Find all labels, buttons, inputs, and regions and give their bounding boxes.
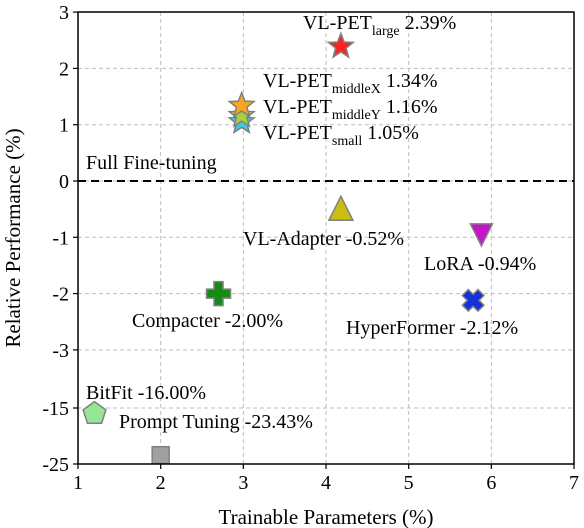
point-labels: VL-PETlarge 2.39%VL-PETmiddleX 1.34%VL-P… — [86, 12, 536, 433]
prompt-tuning-marker — [151, 445, 170, 465]
y-tick-label: 1 — [59, 115, 69, 137]
x-tick-label: 3 — [238, 472, 248, 494]
vl-pet-small-label: VL-PETsmall 1.05% — [263, 122, 419, 149]
full-fine-tuning-label: Full Fine-tuning — [86, 152, 217, 174]
y-axis-title: Relative Performance (%) — [1, 128, 25, 347]
x-tick-label: 2 — [156, 472, 166, 494]
y-tick-label: -3 — [52, 340, 69, 362]
vl-adapter-marker — [327, 194, 355, 222]
y-tick-labels: 3 2 1 0 -1 -2 -3 -15 -25 — [42, 2, 78, 476]
markers — [82, 31, 494, 465]
vl-pet-middlex-marker — [227, 90, 256, 118]
lora-marker — [469, 223, 494, 248]
x-tick-label: 6 — [486, 472, 496, 494]
vl-pet-large-label: VL-PETlarge 2.39% — [303, 12, 456, 39]
y-tick-label: -1 — [52, 227, 69, 249]
lora-label: LoRA -0.94% — [424, 253, 536, 275]
vl-pet-large-marker — [326, 31, 356, 59]
x-tick-label: 4 — [321, 472, 331, 494]
vl-pet-middlex-label: VL-PETmiddleX 1.34% — [263, 70, 438, 97]
x-tick-label: 5 — [404, 472, 414, 494]
reference-line-group: Full Fine-tuning — [78, 152, 574, 182]
y-tick-label: 3 — [59, 2, 69, 24]
x-tick-labels: 1 2 3 4 5 6 7 — [73, 464, 579, 494]
hyperformer-marker — [461, 288, 485, 313]
x-tick-label: 7 — [569, 472, 579, 494]
prompt-tuning-label: Prompt Tuning -23.43% — [119, 411, 313, 433]
x-axis-title: Trainable Parameters (%) — [219, 505, 434, 528]
y-tick-label: 0 — [59, 171, 69, 193]
vl-adapter-label: VL-Adapter -0.52% — [243, 228, 404, 250]
hyperformer-label: HyperFormer -2.12% — [346, 317, 518, 339]
vl-pet-middley-label: VL-PETmiddleY 1.16% — [263, 96, 438, 123]
compacter-label: Compacter -2.00% — [132, 310, 283, 332]
x-tick-label: 1 — [73, 472, 83, 494]
compacter-marker — [205, 280, 232, 307]
bitfit-marker — [82, 400, 107, 425]
y-tick-label: -25 — [42, 454, 69, 476]
bitfit-label: BitFit -16.00% — [86, 382, 206, 404]
y-tick-label: -15 — [42, 398, 69, 420]
y-tick-label: -2 — [52, 284, 69, 306]
vl-pet-middley-marker — [227, 100, 256, 128]
y-tick-label: 2 — [59, 58, 69, 80]
